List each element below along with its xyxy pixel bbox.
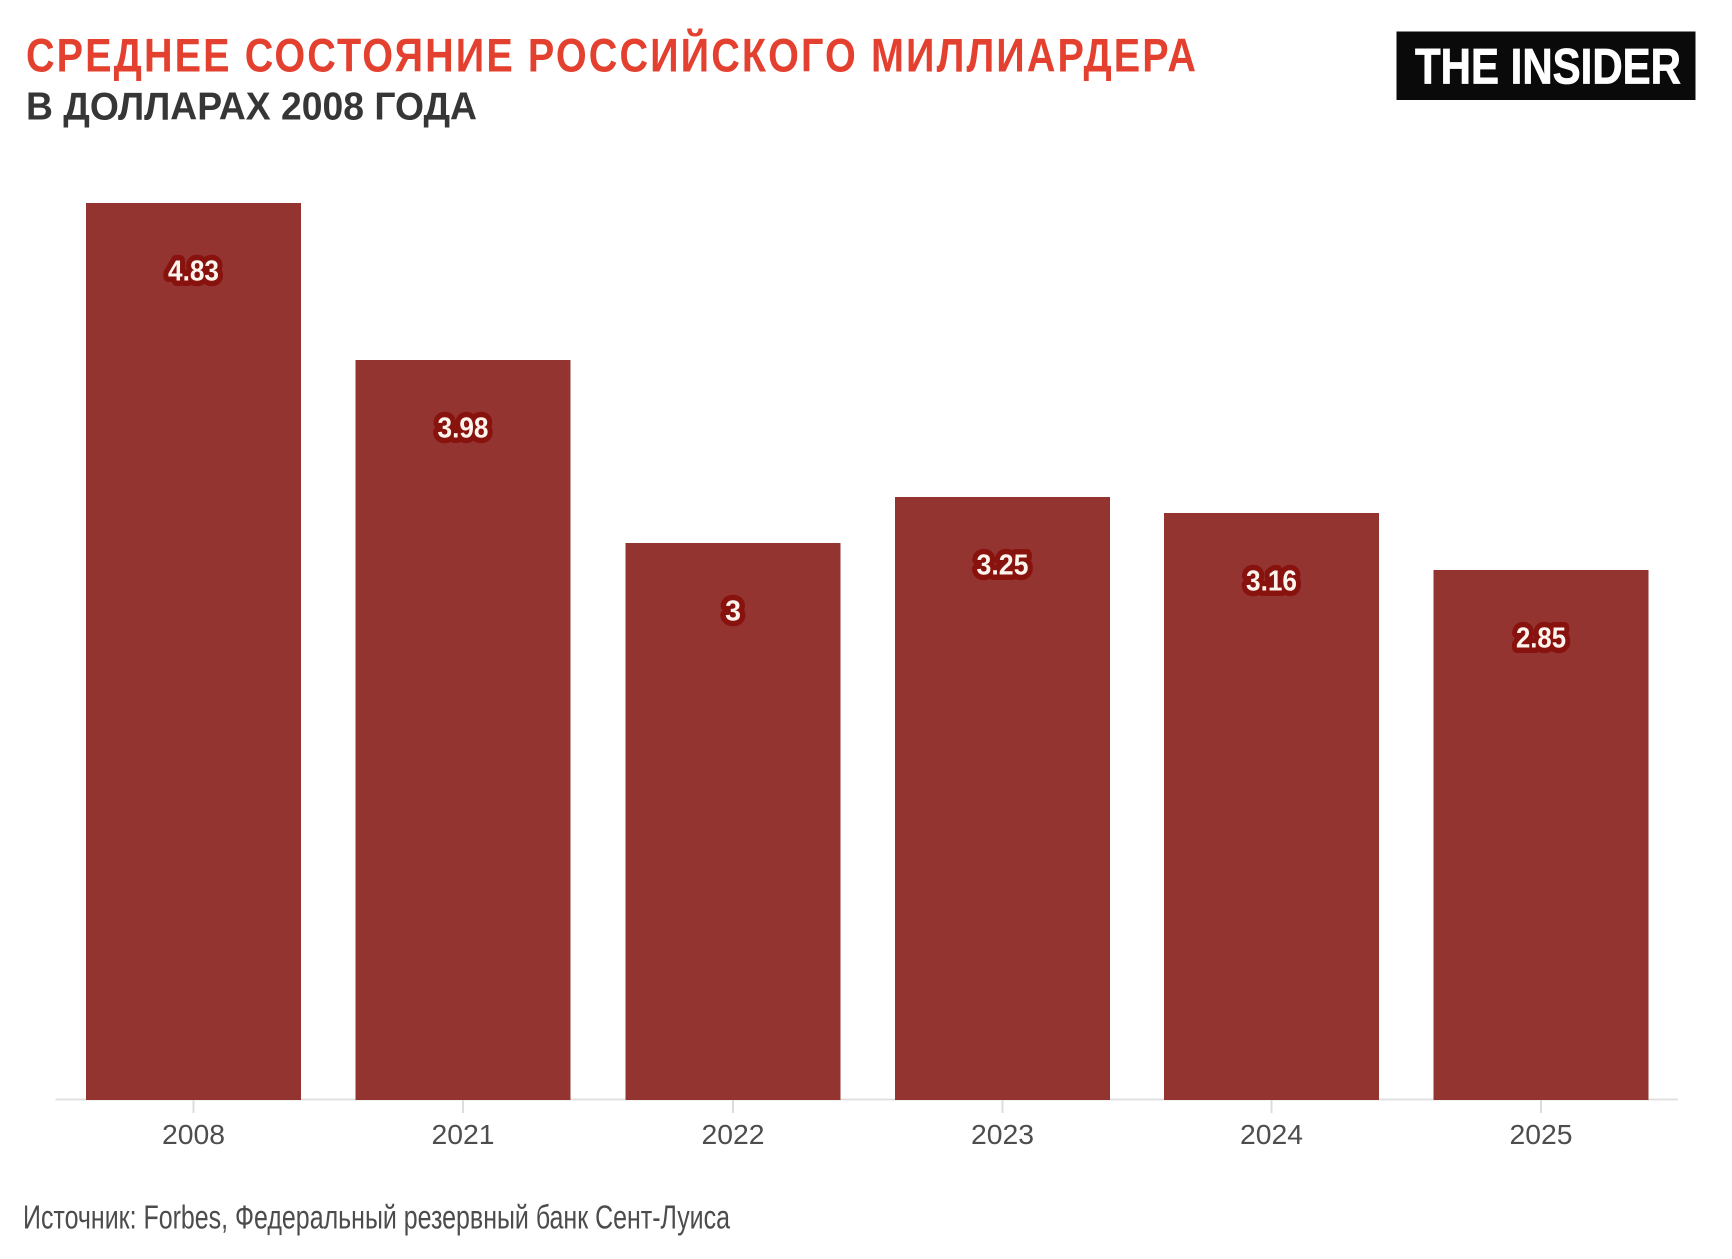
svg-text:THE INSIDER: THE INSIDER (1415, 39, 1681, 95)
svg-text:2.85: 2.85 (1516, 623, 1566, 655)
svg-text:2021: 2021 (432, 1119, 495, 1150)
svg-text:2024: 2024 (1240, 1119, 1303, 1150)
svg-text:3.16: 3.16 (1246, 566, 1297, 598)
svg-text:СРЕДНЕЕ СОСТОЯНИЕ РОССИЙСКОГО: СРЕДНЕЕ СОСТОЯНИЕ РОССИЙСКОГО МИЛЛИАРДЕР… (26, 28, 1198, 83)
svg-text:2023: 2023 (971, 1119, 1034, 1150)
svg-text:3: 3 (725, 596, 741, 628)
svg-text:3.25: 3.25 (977, 550, 1029, 582)
svg-text:В ДОЛЛАРАХ 2008 ГОДА: В ДОЛЛАРАХ 2008 ГОДА (26, 85, 477, 128)
svg-text:4.83: 4.83 (168, 256, 219, 288)
svg-text:Источник: Forbes, Федеральный: Источник: Forbes, Федеральный резервный … (23, 1199, 730, 1236)
svg-text:2022: 2022 (702, 1119, 765, 1150)
svg-text:3.98: 3.98 (438, 413, 489, 445)
svg-text:2025: 2025 (1510, 1119, 1573, 1150)
svg-text:2008: 2008 (162, 1119, 225, 1150)
